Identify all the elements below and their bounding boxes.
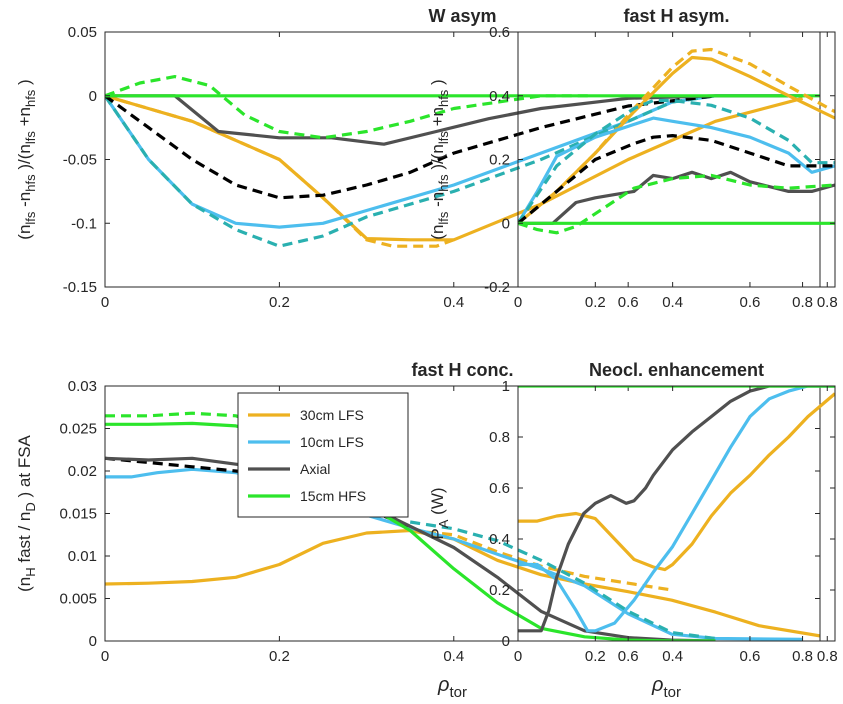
chart-panel-1: fast H asym.0 0.2 0.4 0.6 0.8-0.200.20.40.6(… bbox=[428, 6, 838, 311]
series-line-blue-solid bbox=[518, 116, 835, 225]
y-tick-label: 0 bbox=[502, 633, 510, 650]
x-axis-label: ρtor bbox=[651, 674, 681, 701]
legend: 30cm LFS 10cm LFS Axial 15cm HFS bbox=[237, 392, 409, 518]
x-tick-label: 0.8 bbox=[817, 294, 838, 311]
y-tick-label: 0.4 bbox=[489, 88, 510, 105]
chart-panel-2: fast H conc. 0 0.2 0.4 0.6 0.8 0 0.005 0.01 0.015… bbox=[15, 360, 821, 701]
y-tick-label: 0.6 bbox=[489, 24, 510, 41]
series-line-green-dashed bbox=[105, 74, 594, 140]
y-axis-label: PA (W) bbox=[428, 487, 451, 539]
x-tick-label: 0.6 bbox=[618, 294, 639, 311]
y-tick-label: 0.01 bbox=[68, 548, 97, 565]
chart-panel-0: W asym 0 0.2 0.4 0.6 0.8 -0.15 -0.1 -0.05 0 0.05 (n… bbox=[15, 6, 821, 311]
series-line-orange-solid bbox=[105, 94, 804, 242]
series-line-teal-dashed bbox=[105, 94, 716, 248]
series-line-blue-solid bbox=[105, 467, 803, 641]
y-tick-label: 0.4 bbox=[489, 531, 510, 548]
y-tick-label: -0.2 bbox=[484, 279, 510, 296]
y-tick-label: 0.6 bbox=[489, 480, 510, 497]
y-tick-label: 0 bbox=[89, 633, 97, 650]
x-tick-label: 0.8 bbox=[792, 294, 813, 311]
series-line-black-dashed bbox=[518, 134, 835, 225]
y-tick-label: 0.005 bbox=[59, 591, 97, 608]
series-line-teal-dashed bbox=[409, 520, 716, 641]
x-tick-label: 0 bbox=[514, 648, 522, 665]
x-tick-label: 0.4 bbox=[443, 648, 464, 665]
x-tick-label: 0.6 bbox=[740, 294, 761, 311]
series-line-orange-solid bbox=[518, 55, 835, 225]
x-tick-label: 0.2 bbox=[585, 648, 606, 665]
x-tick-label: 0.2 bbox=[269, 294, 290, 311]
y-tick-label: 0.03 bbox=[68, 378, 97, 395]
x-tick-label: 0.4 bbox=[662, 648, 683, 665]
x-tick-label: 0.6 bbox=[740, 648, 761, 665]
legend-label: Axial bbox=[300, 461, 330, 477]
y-tick-label: 0.05 bbox=[68, 24, 97, 41]
chart-title: fast H conc. bbox=[411, 360, 513, 380]
axes-box bbox=[517, 385, 836, 642]
chart-title: Neocl. enhancement bbox=[589, 360, 764, 380]
series-line-gray-solid bbox=[105, 456, 716, 641]
y-tick-label: 0.025 bbox=[59, 421, 97, 438]
legend-label: 30cm LFS bbox=[300, 407, 364, 423]
series-line-teal-dashed bbox=[518, 98, 835, 225]
y-axis-label: (nlfs -nhfs )/(nlfs +nhfs ) bbox=[15, 79, 38, 239]
x-tick-label: 0.2 bbox=[269, 648, 290, 665]
y-tick-label: 0.2 bbox=[489, 582, 510, 599]
x-tick-label: 0.4 bbox=[662, 294, 683, 311]
y-tick-label: 0.015 bbox=[59, 506, 97, 523]
series-line-gray-solid bbox=[518, 386, 835, 633]
legend-label: 10cm LFS bbox=[300, 434, 364, 450]
y-tick-label: 0 bbox=[502, 215, 510, 232]
chart-title: fast H asym. bbox=[623, 6, 729, 26]
y-tick-label: 0 bbox=[89, 88, 97, 105]
x-tick-label: 0 bbox=[101, 294, 109, 311]
x-axis-label: ρtor bbox=[437, 674, 467, 701]
series-line-blue-solid bbox=[518, 386, 835, 633]
y-tick-label: 0.02 bbox=[68, 463, 97, 480]
series-line-green-solid bbox=[105, 421, 716, 641]
y-axis-label: (nH fast / nD ) at FSA bbox=[15, 434, 38, 591]
y-tick-label: -0.15 bbox=[63, 279, 97, 296]
x-tick-label: 0.2 bbox=[585, 294, 606, 311]
series-line-green-dashed bbox=[518, 173, 835, 235]
axes-box bbox=[104, 31, 821, 288]
chart-panel-3: Neocl. enhancement 0 0.2 0.4 0.6 0.8 0 0.2 0.4 0.… bbox=[428, 360, 838, 701]
chart-title: W asym bbox=[428, 6, 496, 26]
series-line-blue-solid bbox=[105, 94, 803, 229]
series-line-orange-dashed bbox=[105, 94, 455, 248]
series-line-black-dashed bbox=[105, 94, 716, 200]
y-axis-label: (nlfs -nhfs )/(nlfs +nhfs ) bbox=[428, 79, 451, 239]
y-tick-label: 1 bbox=[502, 378, 510, 395]
y-tick-label: -0.1 bbox=[71, 215, 97, 232]
y-tick-label: 0.8 bbox=[489, 429, 510, 446]
legend-label: 15cm HFS bbox=[300, 488, 366, 504]
series-line-orange-solid bbox=[518, 392, 835, 572]
x-tick-label: 0.8 bbox=[817, 648, 838, 665]
x-tick-label: 0 bbox=[514, 294, 522, 311]
series-line-orange-dashed bbox=[518, 47, 835, 225]
y-tick-label: -0.05 bbox=[63, 152, 97, 169]
x-tick-label: 0.4 bbox=[443, 294, 464, 311]
x-tick-label: 0 bbox=[101, 648, 109, 665]
series-line-gray-solid bbox=[518, 170, 835, 225]
x-tick-label: 0.6 bbox=[618, 648, 639, 665]
x-tick-label: 0.8 bbox=[792, 648, 813, 665]
series-line-orange-solid bbox=[105, 528, 820, 638]
y-tick-label: 0.2 bbox=[489, 152, 510, 169]
